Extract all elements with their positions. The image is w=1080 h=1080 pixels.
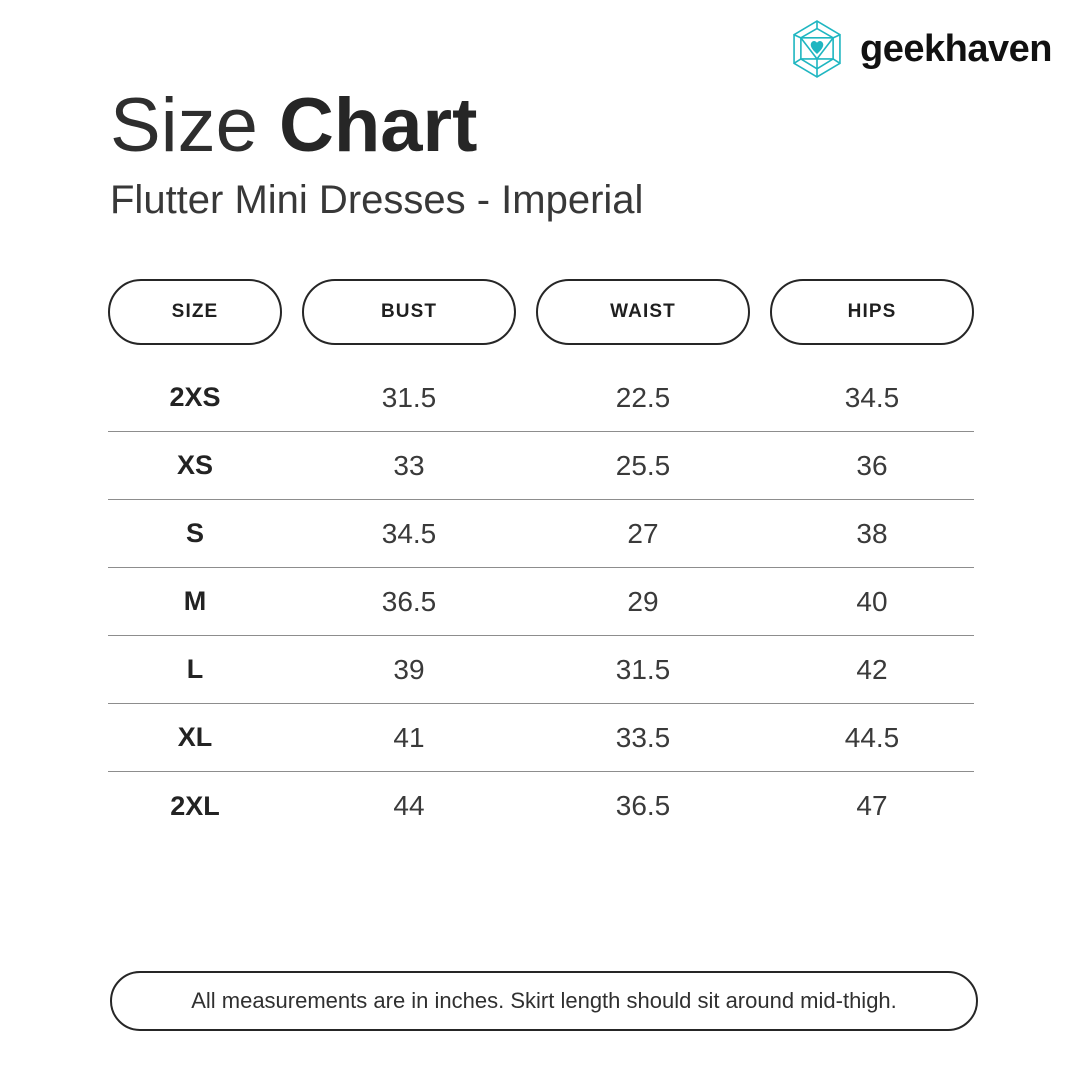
footer-note: All measurements are in inches. Skirt le… [110,971,978,1031]
title-block: Size Chart Flutter Mini Dresses - Imperi… [110,88,644,223]
header-gap [282,279,302,345]
column-header-waist: WAIST [536,279,750,345]
table-row: 2XS 31.5 22.5 34.5 [108,364,974,432]
size-table: 2XS 31.5 22.5 34.5 XS 33 25.5 36 S 34.5 … [108,364,974,840]
cell-bust: 44 [393,790,425,821]
table-row: XS 33 25.5 36 [108,432,974,500]
cell-bust: 39 [393,653,425,685]
column-header-bust-label: BUST [380,301,438,322]
column-header-bust: BUST [302,279,516,345]
page-subtitle: Flutter Mini Dresses - Imperial [110,178,644,222]
cell-size: S [185,518,204,548]
brand-logo: geekhaven [786,18,1052,80]
cell-hips: 34.5 [844,381,900,413]
cell-hips: 38 [856,517,888,549]
cell-waist: 31.5 [615,653,671,685]
cell-waist: 33.5 [615,721,671,753]
column-header-hips-label: HIPS [847,301,897,322]
page-title-light: Size [110,83,258,168]
cell-waist: 25.5 [615,449,671,481]
cell-bust: 36.5 [381,585,437,617]
cell-hips: 36 [856,449,888,481]
header-gap [750,279,770,345]
cell-size: L [186,654,204,684]
cell-size: 2XS [169,382,221,412]
cell-size: XL [177,722,213,752]
cell-hips: 42 [856,653,888,685]
cell-bust: 34.5 [381,517,437,549]
brand-wordmark: geekhaven [860,28,1052,70]
header-gap [516,279,536,345]
cell-hips: 47 [856,790,888,821]
column-header-hips: HIPS [770,279,974,345]
column-header-size: SIZE [108,279,282,345]
cell-waist: 22.5 [615,381,671,413]
cell-bust: 31.5 [381,381,437,413]
page-title-bold: Chart [278,83,478,168]
column-header-waist-label: WAIST [610,301,676,322]
cell-hips: 44.5 [844,721,900,753]
cell-size: M [183,586,207,616]
table-row: S 34.5 27 38 [108,500,974,568]
column-header-size-label: SIZE [171,301,219,322]
cell-waist: 36.5 [615,790,671,821]
cell-hips: 40 [856,585,888,617]
table-row: L 39 31.5 42 [108,636,974,704]
footer-note-text: All measurements are in inches. Skirt le… [191,988,897,1013]
page-title: Size Chart [110,88,643,164]
table-row: 2XL 44 36.5 47 [108,772,974,840]
cell-bust: 41 [393,721,425,753]
cell-bust: 33 [393,449,425,481]
cell-waist: 27 [627,517,659,549]
table-header-row: SIZE BUST WAIST HIPS [108,279,974,345]
cell-size: XS [176,450,214,480]
icosahedron-heart-icon [793,20,841,78]
cell-size: 2XL [170,790,220,821]
table-row: M 36.5 29 40 [108,568,974,636]
table-row: XL 41 33.5 44.5 [108,704,974,772]
cell-waist: 29 [627,585,659,617]
